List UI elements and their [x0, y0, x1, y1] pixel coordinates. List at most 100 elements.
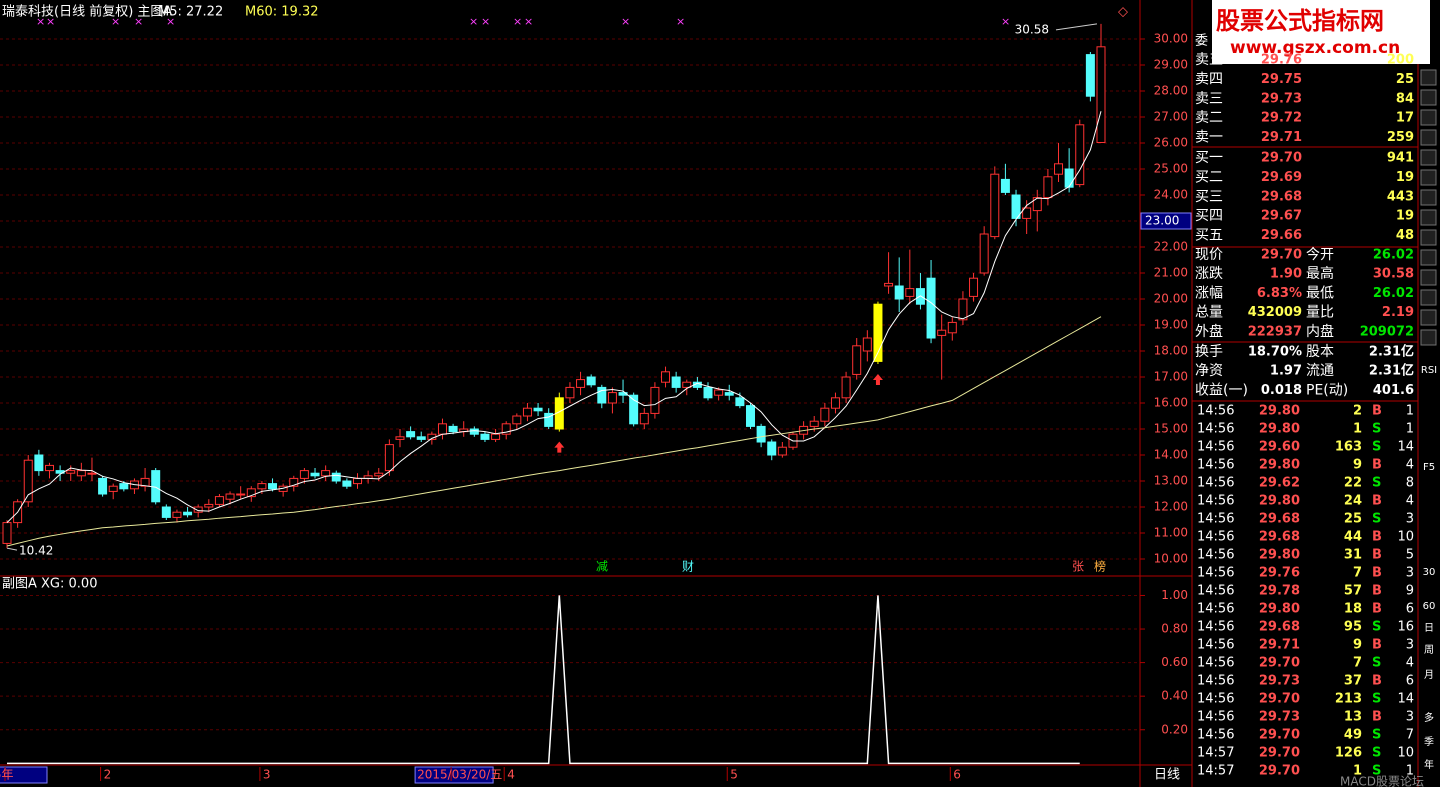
- tick-volume: 7: [1353, 656, 1362, 671]
- tick-time: 14:56: [1197, 566, 1234, 581]
- tick-side: S: [1372, 512, 1381, 527]
- candle-body: [873, 303, 883, 362]
- candle-body: [841, 376, 851, 399]
- toolbar-button[interactable]: 60: [1423, 601, 1436, 612]
- tick-count: 5: [1406, 548, 1414, 563]
- tick-price: 29.73: [1259, 710, 1300, 725]
- toolbar-button[interactable]: 季: [1424, 736, 1434, 748]
- toolbar-button[interactable]: RSI: [1421, 365, 1437, 376]
- tick-time: 14:56: [1197, 422, 1234, 437]
- toolbar-button[interactable]: 周: [1424, 644, 1434, 656]
- candle-body: [586, 376, 596, 386]
- candle-body: [1032, 197, 1042, 212]
- tick-side: B: [1372, 548, 1382, 563]
- candle-body: [108, 485, 118, 492]
- sub-title: 副图A XG: 0.00: [2, 577, 97, 592]
- toolbar-button[interactable]: F5: [1423, 462, 1435, 473]
- candle-body: [289, 477, 299, 487]
- candle-body: [501, 423, 511, 435]
- candle-body: [384, 444, 394, 472]
- candle-body: [448, 425, 458, 433]
- quote-label: 内盘: [1306, 323, 1334, 340]
- book-price: 29.68: [1261, 189, 1302, 204]
- candle-body: [1043, 176, 1053, 199]
- y-tick-label: 30.00: [1154, 32, 1188, 46]
- marker: ×: [111, 15, 120, 28]
- candle-body: [629, 394, 639, 425]
- tick-count: 4: [1406, 656, 1414, 671]
- candle-body: [576, 379, 586, 388]
- y-tick-label: 17.00: [1154, 370, 1188, 384]
- tick-volume: 126: [1335, 746, 1362, 761]
- y-tick-label: 18.00: [1154, 344, 1188, 358]
- tick-price: 29.68: [1259, 620, 1300, 635]
- event-label: 张: [1072, 560, 1084, 574]
- y-tick-label: 0.20: [1161, 722, 1188, 736]
- quote-value: 432009: [1248, 305, 1302, 320]
- candle-body: [745, 405, 755, 427]
- signal-arrow: [554, 441, 565, 453]
- tick-time: 14:56: [1197, 530, 1234, 545]
- x-tick-label: 2015年: [0, 768, 14, 782]
- tick-count: 6: [1406, 602, 1414, 617]
- candle-body: [714, 389, 724, 396]
- candle-body: [1064, 168, 1074, 188]
- tick-volume: 22: [1344, 476, 1362, 491]
- toolbar-icon: [1420, 229, 1437, 246]
- toolbar-button[interactable]: 多: [1424, 711, 1434, 724]
- candle-body: [639, 412, 649, 425]
- candle-body: [1022, 207, 1032, 219]
- indicator-m60: M60: 19.32: [245, 5, 319, 20]
- tick-time: 14:56: [1197, 440, 1234, 455]
- toolbar-button[interactable]: 日: [1424, 623, 1434, 634]
- marker: ×: [513, 15, 522, 28]
- candle-body: [512, 415, 522, 425]
- y-tick-label: 25.00: [1154, 162, 1188, 176]
- quote-value: 30.58: [1373, 267, 1414, 282]
- candle-body: [225, 493, 235, 500]
- book-volume: 19: [1396, 209, 1414, 224]
- tick-count: 4: [1406, 494, 1414, 509]
- candle-body: [905, 288, 915, 297]
- book-label: 卖一: [1195, 130, 1223, 146]
- tick-time: 14:57: [1197, 764, 1234, 779]
- candle-body: [416, 436, 426, 440]
- candle-body: [353, 477, 363, 485]
- book-volume: 19: [1396, 170, 1414, 185]
- signal-arrow: [872, 374, 883, 386]
- candle-body: [703, 386, 713, 399]
- marker: ×: [36, 15, 45, 28]
- book-price: 29.75: [1261, 72, 1302, 87]
- tick-price: 29.73: [1259, 674, 1300, 689]
- quote-value: 401.6: [1373, 383, 1414, 398]
- tick-side: S: [1372, 728, 1381, 743]
- candle-body: [661, 371, 671, 383]
- quote-value: 1.97: [1270, 364, 1302, 379]
- toolbar-button[interactable]: 月: [1424, 669, 1434, 681]
- tick-count: 1: [1406, 422, 1414, 437]
- candle-body: [331, 472, 341, 482]
- marker: ×: [621, 15, 630, 28]
- corner-icon[interactable]: ◇: [1118, 5, 1128, 20]
- marker: ×: [134, 15, 143, 28]
- toolbar-button[interactable]: 年: [1424, 758, 1434, 771]
- quote-value: 18.70%: [1248, 345, 1302, 360]
- quote-value: 209072: [1360, 324, 1414, 339]
- toolbar-icon: [1420, 249, 1437, 266]
- tick-time: 14:56: [1197, 728, 1234, 743]
- quote-label: 量比: [1306, 305, 1334, 321]
- tick-side: S: [1372, 476, 1381, 491]
- tick-time: 14:56: [1197, 584, 1234, 599]
- tick-time: 14:56: [1197, 512, 1234, 527]
- tick-count: 16: [1397, 620, 1414, 635]
- tick-time: 14:56: [1197, 404, 1234, 419]
- candle-body: [246, 488, 256, 498]
- book-volume: 48: [1396, 228, 1414, 243]
- candle-body: [1075, 124, 1085, 186]
- cursor-price-box: [1140, 212, 1192, 230]
- marker: ×: [481, 15, 490, 28]
- toolbar-button[interactable]: 30: [1423, 567, 1436, 578]
- tick-volume: 9: [1353, 458, 1362, 473]
- tick-time: 14:56: [1197, 638, 1234, 653]
- candle-body: [777, 446, 787, 456]
